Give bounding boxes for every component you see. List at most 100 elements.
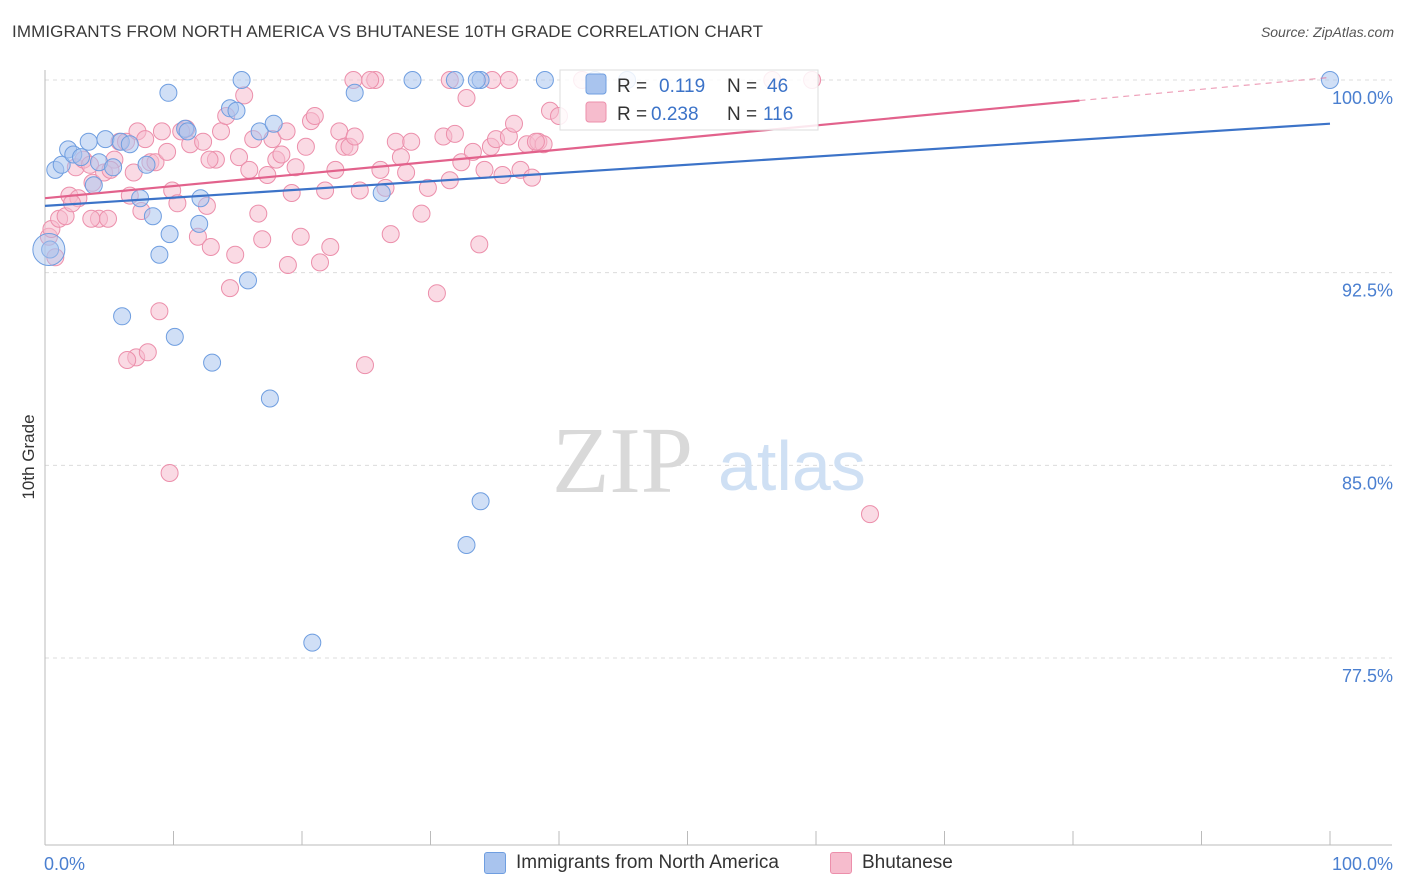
immigrants-point-17 — [159, 83, 178, 102]
immigrants-point-38 — [471, 492, 490, 511]
bhutanese-point-70 — [386, 132, 405, 151]
source-label: Source: ZipAtlas.com — [1260, 24, 1394, 40]
bhutanese-point-21 — [136, 130, 155, 149]
bhutanese-point-106 — [278, 256, 297, 274]
stats-legend: R = 0.119 N = 46 R = 0.238 N = 116 — [559, 69, 819, 131]
bhutanese-point-83 — [470, 235, 489, 254]
bhutanese-point-107 — [361, 71, 380, 89]
bhutanese-point-84 — [475, 160, 494, 179]
immigrants-point-13 — [131, 189, 150, 208]
immigrants-point-28 — [239, 271, 257, 290]
bhutanese-point-60 — [330, 122, 349, 141]
bhutanese-point-73 — [402, 132, 421, 151]
bhutanese-point-37 — [221, 279, 239, 298]
immigrants-point-16 — [150, 245, 169, 264]
x-tick-label-1: 100.0% — [1332, 854, 1393, 874]
bhutanese-point-56 — [311, 253, 329, 272]
bhutanese-point-33 — [201, 238, 220, 256]
immigrants-point-21 — [178, 122, 197, 141]
immigrants-point-34 — [372, 184, 391, 202]
bhutanese-point-92 — [523, 168, 541, 187]
bhutanese-point-87 — [493, 166, 512, 184]
immigrants-point-40 — [467, 71, 486, 89]
immigrants-point-30 — [260, 389, 279, 408]
bhutanese-trendline — [44, 99, 1080, 200]
legend-swatch-immigrants — [484, 852, 506, 874]
immigrants-point-29 — [250, 122, 269, 141]
legend-swatch-bhutanese — [830, 852, 852, 874]
bhutanese-point-89 — [505, 114, 523, 133]
immigrants-point-23 — [191, 189, 210, 208]
immigrants-point-45 — [1321, 71, 1339, 89]
bhutanese-point-13 — [99, 209, 117, 228]
bhutanese-point-111 — [526, 132, 545, 151]
bhutanese-point-41 — [240, 160, 259, 179]
watermark-atlas: atlas — [718, 427, 866, 505]
bhutanese-point-50 — [282, 184, 301, 202]
bhutanese-point-44 — [253, 230, 272, 249]
legend-item-bhutanese[interactable]: Bhutanese — [830, 852, 953, 874]
immigrants-trendline — [44, 122, 1331, 207]
immigrants-point-14 — [137, 155, 156, 174]
legend-n-value-pink: 116 — [763, 104, 793, 125]
bhutanese-point-51 — [286, 158, 305, 177]
watermark: ZIP atlas — [552, 409, 866, 513]
immigrants-point-24 — [203, 353, 222, 372]
legend-n-label-pink: N = — [727, 104, 757, 125]
legend-label-bhutanese: Bhutanese — [862, 852, 953, 873]
bhutanese-point-65 — [356, 356, 374, 375]
chart-title: IMMIGRANTS FROM NORTH AMERICA VS BHUTANE… — [12, 22, 764, 41]
bhutanese-point-72 — [397, 163, 416, 182]
immigrants-points — [32, 71, 1339, 652]
bhutanese-point-110 — [499, 71, 518, 89]
bhutanese-trendline-extension — [1079, 76, 1331, 102]
legend-r-value-blue: 0.119 — [659, 76, 705, 97]
bhutanese-point-76 — [427, 284, 446, 303]
bhutanese-point-39 — [230, 148, 248, 167]
bhutanese-point-103 — [150, 302, 169, 321]
immigrants-point-6 — [79, 132, 98, 151]
immigrants-point-2 — [52, 155, 71, 174]
bhutanese-point-48 — [272, 145, 291, 164]
bhutanese-point-53 — [296, 137, 315, 156]
legend-label-immigrants: Immigrants from North America — [516, 852, 779, 873]
immigrants-point-32 — [303, 633, 322, 652]
immigrants-point-0 — [41, 240, 60, 259]
bhutanese-point-38 — [226, 245, 245, 264]
bhutanese-point-67 — [371, 160, 390, 179]
immigrants-point-18 — [160, 225, 179, 244]
immigrants-point-41 — [535, 71, 554, 89]
immigrants-point-31 — [264, 114, 283, 133]
axes — [44, 70, 1392, 846]
immigrants-point-37 — [457, 536, 476, 554]
immigrants-point-10 — [104, 158, 123, 177]
tick-labels: 100.0% 92.5% 85.0% 77.5% 0.0% 100.0% — [44, 88, 1393, 874]
bhutanese-point-79 — [445, 124, 464, 143]
bhutanese-point-105 — [200, 150, 219, 169]
legend-item-immigrants[interactable]: Immigrants from North America — [484, 852, 779, 874]
bhutanese-point-104 — [160, 464, 179, 482]
y-tick-label-1: 92.5% — [1342, 281, 1393, 301]
bhutanese-point-102 — [138, 343, 157, 362]
trendlines — [44, 76, 1331, 207]
y-axis-label: 10th Grade — [19, 414, 38, 499]
y-tick-label-2: 85.0% — [1342, 473, 1393, 493]
y-tick-label-3: 77.5% — [1342, 666, 1393, 686]
y-tick-label-0: 100.0% — [1332, 88, 1393, 108]
bhutanese-point-97 — [82, 209, 101, 228]
legend-r-label-blue: R = — [617, 76, 647, 97]
bhutanese-point-31 — [194, 132, 213, 151]
immigrants-point-22 — [190, 214, 209, 233]
bhutanese-point-52 — [291, 227, 310, 246]
legend-n-value-blue: 46 — [767, 76, 788, 97]
bhutanese-point-35 — [212, 122, 230, 141]
bhutanese-point-55 — [305, 107, 324, 125]
legend-n-label-blue: N = — [727, 76, 757, 97]
immigrants-point-33 — [345, 83, 364, 102]
immigrants-point-26 — [227, 101, 246, 120]
series-legend: Immigrants from North America Bhutanese — [0, 852, 1406, 878]
immigrants-point-7 — [84, 176, 103, 195]
bhutanese-point-45 — [258, 166, 277, 184]
watermark-zip: ZIP — [552, 409, 693, 513]
